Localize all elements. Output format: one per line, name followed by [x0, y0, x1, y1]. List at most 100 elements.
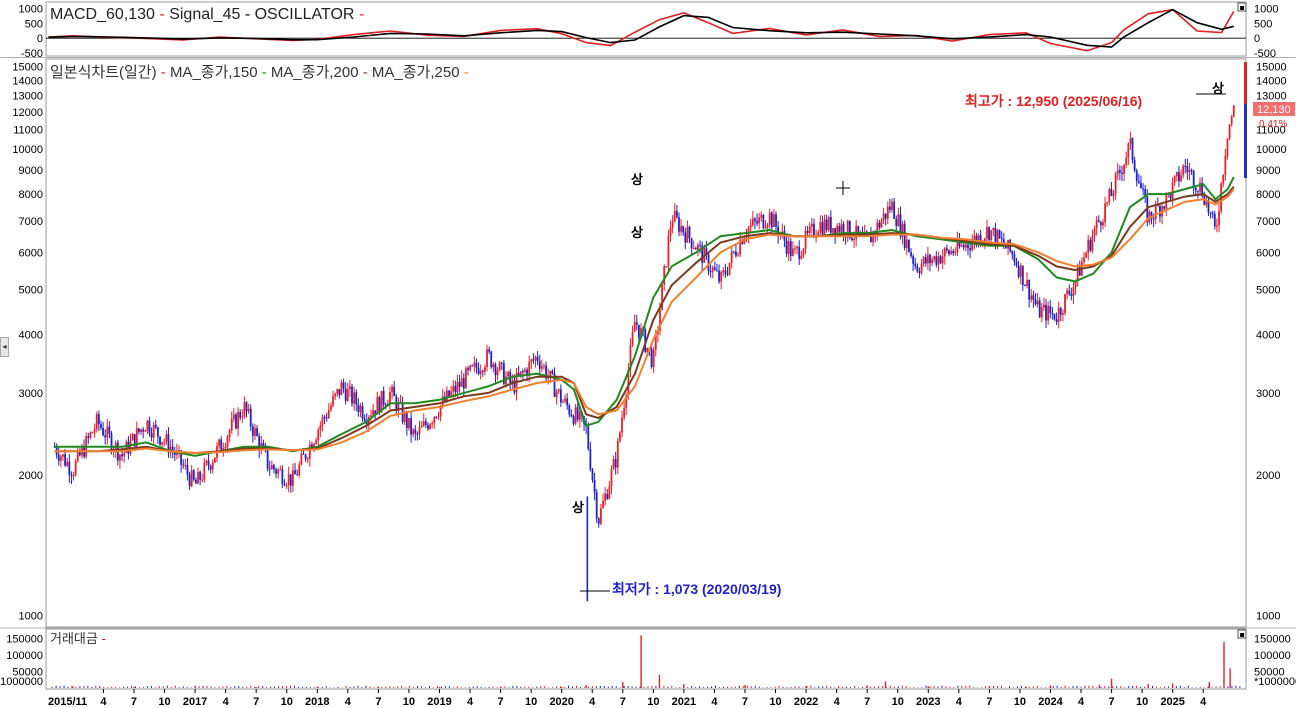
candle-body [952, 250, 955, 254]
candle-body [538, 360, 541, 369]
candle-body [161, 442, 164, 445]
volume-ytick-right: 150000 [1254, 634, 1291, 646]
pane-expand-icon[interactable]: ▪ [1237, 629, 1247, 639]
scroll-left-arrow-icon[interactable]: ◂ [0, 337, 9, 357]
candle-body [619, 432, 621, 441]
candle-body [441, 396, 444, 406]
candle-body [186, 465, 189, 475]
up-marker-1: 상 [631, 172, 643, 187]
candle-body [770, 212, 773, 227]
candle-body [566, 398, 569, 406]
candle-body [315, 440, 318, 444]
candle-body [230, 419, 233, 431]
candle-body [633, 322, 636, 332]
candle-body [893, 201, 896, 219]
macd-ytick-left: 1000 [19, 3, 43, 15]
candle-body [905, 239, 908, 248]
candle-body [1232, 105, 1235, 117]
ma150-legend-dash: - [262, 64, 267, 81]
candle-body [1102, 222, 1104, 226]
high-marker: 상 [1212, 81, 1224, 96]
candle-body [87, 436, 90, 438]
candle-body [1140, 183, 1142, 189]
candle-body [604, 493, 607, 501]
candle-body [1053, 313, 1056, 320]
candle-body [121, 454, 123, 457]
candle-body [66, 461, 69, 466]
candle-body [920, 263, 923, 273]
candle-body [912, 256, 915, 264]
candle-body [747, 227, 750, 236]
price-ytick-right: 1000 [1256, 611, 1280, 623]
candle-body [108, 426, 111, 434]
candle-body [502, 363, 505, 385]
candle-body [823, 219, 826, 235]
volume-ytick-right: 100000 [1254, 650, 1291, 662]
candle-body [979, 235, 982, 245]
candle-body [929, 254, 931, 264]
candle-body [587, 426, 590, 449]
candle-body [64, 454, 67, 466]
candle-body [950, 250, 953, 254]
candle-body [192, 470, 195, 480]
signal-line [48, 8, 1234, 48]
candle-body [1057, 308, 1060, 322]
candle-body [1097, 220, 1100, 222]
candle-body [800, 255, 803, 259]
candle-body [954, 251, 957, 254]
candle-body [408, 417, 410, 429]
candle-body [1175, 172, 1178, 177]
candle-body [840, 224, 843, 232]
candle-body [967, 244, 969, 249]
candle-body [602, 500, 604, 509]
candle-body [249, 408, 252, 427]
pane-expand-icon[interactable]: ▪ [1237, 2, 1247, 12]
price-ytick-left: 3000 [19, 388, 43, 400]
candle-body [1112, 193, 1115, 196]
candle-body [1087, 239, 1090, 253]
candle-body [886, 206, 889, 219]
ma250-line [54, 188, 1235, 455]
candle-body [1129, 138, 1132, 144]
candle-body [663, 266, 666, 285]
candle-body [646, 347, 649, 353]
candle-body [1019, 265, 1022, 277]
candle-body [872, 231, 874, 243]
price-ytick-left: 12000 [12, 107, 43, 119]
candle-body [422, 421, 425, 426]
candle-body [895, 218, 898, 226]
candle-body [258, 435, 261, 451]
candle-body [1116, 170, 1119, 175]
candle-body [450, 391, 453, 397]
price-ytick-left: 13000 [12, 91, 43, 103]
candle-body [796, 246, 799, 249]
candle-body [199, 471, 202, 480]
candle-body [1024, 285, 1026, 287]
x-tick-label: 7 [375, 696, 381, 708]
macd-ytick-right: 500 [1254, 18, 1272, 30]
candle-body [1038, 300, 1041, 318]
volume-ytick-left: 50000 [12, 667, 43, 679]
candle-body [595, 492, 598, 519]
candle-body [338, 389, 341, 395]
macd-pane-frame [45, 1, 1247, 57]
candle-body [718, 270, 720, 282]
candle-body [897, 214, 900, 226]
svg-text:12,130: 12,130 [1257, 104, 1291, 116]
candle-body [652, 349, 655, 367]
candle-body [625, 394, 628, 408]
candle-body [986, 227, 988, 239]
candle-body [336, 389, 339, 394]
candle-body [439, 405, 442, 417]
candle-body [711, 267, 714, 272]
candle-body [91, 432, 94, 434]
candle-body [589, 448, 592, 470]
macd-ytick-right: 0 [1254, 33, 1260, 45]
candle-body [870, 234, 872, 243]
volume-label: 거래대금 [50, 631, 98, 646]
candle-body [891, 201, 893, 210]
candle-body [1188, 170, 1191, 173]
candle-body [720, 271, 723, 282]
candle-body [534, 356, 537, 361]
candle-body [960, 245, 963, 247]
